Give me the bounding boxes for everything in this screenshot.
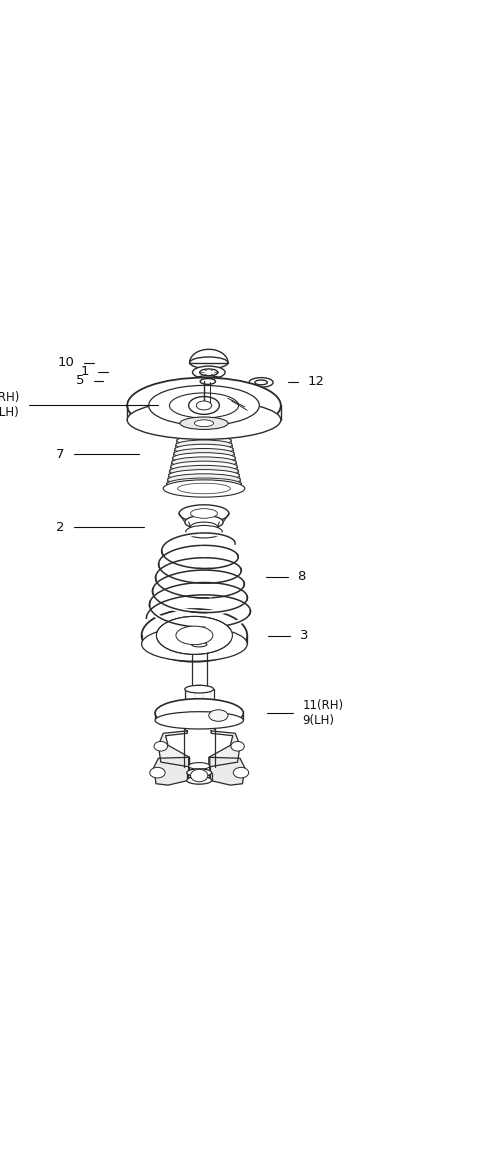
Ellipse shape: [192, 366, 225, 379]
Ellipse shape: [171, 461, 237, 472]
Ellipse shape: [209, 710, 228, 721]
Polygon shape: [209, 731, 240, 767]
Ellipse shape: [178, 431, 230, 441]
Ellipse shape: [200, 379, 216, 385]
Ellipse shape: [192, 642, 207, 646]
Ellipse shape: [170, 465, 238, 477]
Ellipse shape: [191, 509, 217, 518]
Ellipse shape: [176, 440, 232, 450]
Ellipse shape: [174, 449, 234, 459]
Ellipse shape: [192, 375, 224, 387]
Ellipse shape: [175, 444, 233, 455]
Ellipse shape: [189, 396, 219, 414]
Text: 6 (RH)
4 (LH): 6 (RH) 4 (LH): [0, 392, 19, 420]
Ellipse shape: [179, 428, 229, 436]
Ellipse shape: [196, 401, 212, 410]
Ellipse shape: [249, 378, 273, 387]
Ellipse shape: [190, 357, 228, 368]
Ellipse shape: [180, 417, 228, 429]
Ellipse shape: [167, 478, 241, 490]
Ellipse shape: [169, 393, 239, 419]
Ellipse shape: [189, 762, 210, 769]
Ellipse shape: [154, 741, 168, 750]
Ellipse shape: [155, 712, 243, 729]
Text: 12: 12: [307, 375, 324, 388]
Ellipse shape: [191, 523, 217, 532]
Ellipse shape: [195, 639, 203, 644]
Ellipse shape: [180, 423, 228, 433]
Ellipse shape: [168, 470, 240, 482]
Ellipse shape: [187, 769, 212, 776]
Text: 7: 7: [56, 448, 65, 461]
Ellipse shape: [187, 776, 212, 784]
Text: 5: 5: [75, 374, 84, 387]
Ellipse shape: [176, 627, 213, 644]
Polygon shape: [210, 758, 245, 786]
Ellipse shape: [177, 436, 231, 445]
Text: 10: 10: [58, 357, 74, 369]
Ellipse shape: [166, 483, 242, 494]
Ellipse shape: [178, 483, 230, 493]
Ellipse shape: [156, 616, 232, 655]
Ellipse shape: [194, 420, 214, 427]
Ellipse shape: [233, 767, 249, 777]
Ellipse shape: [181, 419, 227, 428]
Ellipse shape: [142, 627, 247, 662]
Ellipse shape: [192, 685, 207, 690]
Text: 3: 3: [300, 629, 309, 642]
Ellipse shape: [127, 400, 281, 440]
Ellipse shape: [185, 516, 223, 528]
Text: 8: 8: [298, 570, 306, 583]
Text: 11(RH)
9(LH): 11(RH) 9(LH): [302, 699, 344, 727]
Ellipse shape: [173, 452, 235, 463]
Text: 2: 2: [56, 521, 65, 534]
Ellipse shape: [200, 369, 218, 375]
Ellipse shape: [127, 378, 281, 434]
Polygon shape: [158, 731, 190, 767]
Ellipse shape: [172, 457, 236, 468]
Ellipse shape: [155, 699, 243, 727]
Polygon shape: [154, 758, 189, 786]
Ellipse shape: [255, 380, 267, 385]
Ellipse shape: [142, 609, 247, 662]
Ellipse shape: [231, 741, 244, 750]
Ellipse shape: [189, 773, 210, 780]
Ellipse shape: [168, 473, 240, 486]
Ellipse shape: [191, 769, 208, 782]
Ellipse shape: [185, 685, 214, 693]
Ellipse shape: [149, 386, 259, 426]
Text: 1: 1: [80, 366, 89, 379]
Ellipse shape: [163, 479, 245, 497]
Ellipse shape: [150, 767, 165, 777]
Ellipse shape: [186, 525, 222, 538]
Ellipse shape: [179, 505, 229, 523]
